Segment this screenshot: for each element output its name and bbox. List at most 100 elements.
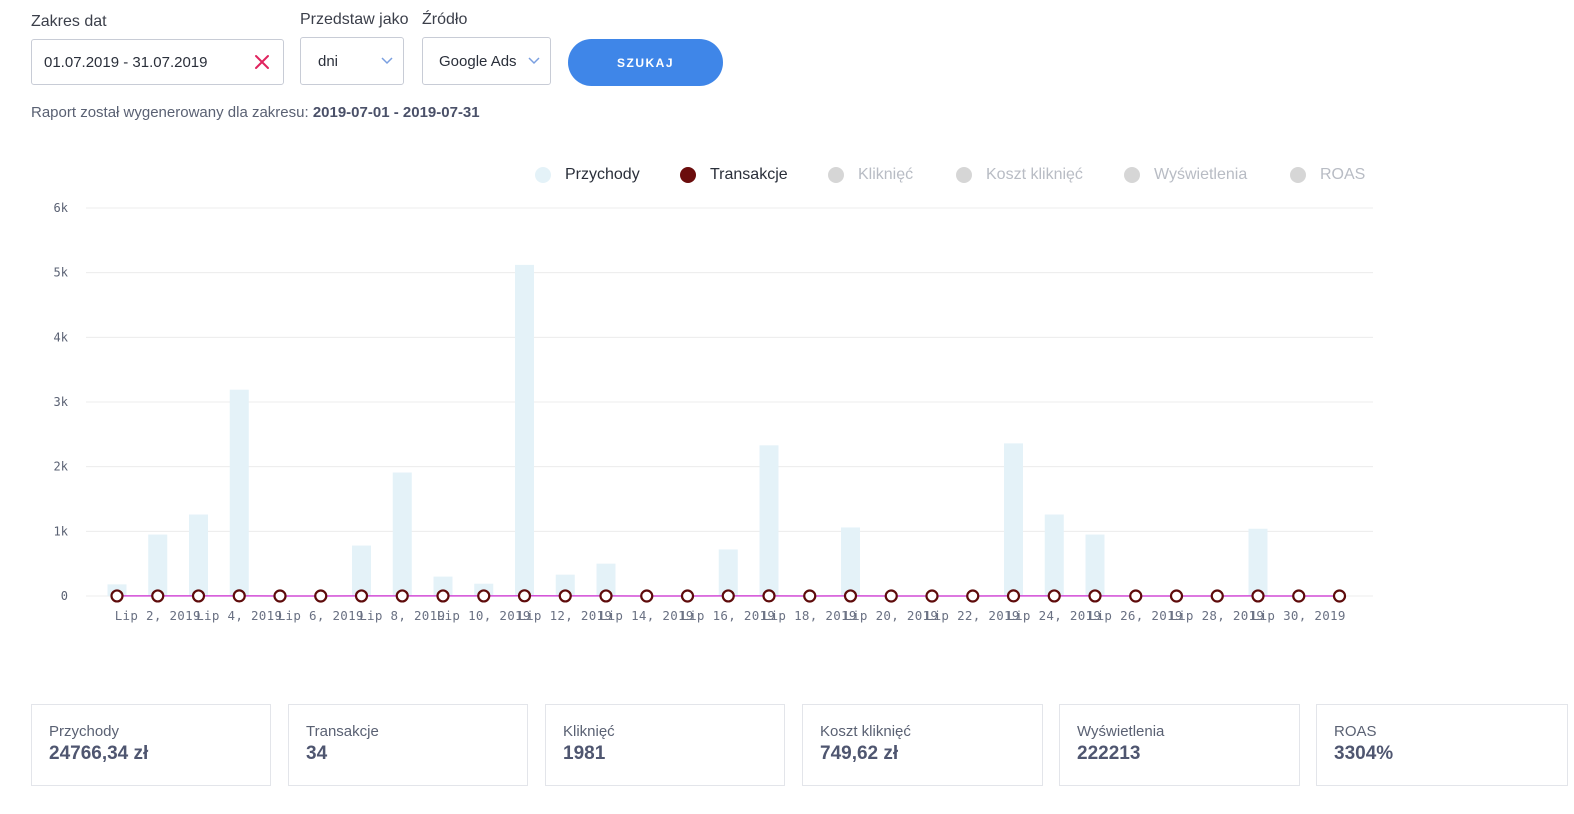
transaction-point [1006,589,1021,603]
legend-dot [1124,167,1140,183]
legend-label: Transakcje [710,166,788,183]
transaction-point [110,589,124,603]
stat-card-przychody: Przychody 24766,34 zł [31,704,271,786]
y-tick-label: 4k [54,330,69,344]
transaction-point [1210,589,1224,603]
source-select[interactable]: Google Ads [422,37,551,85]
legend-dot [680,167,696,183]
chevron-down-icon [379,53,395,69]
x-tick-label: Lip 12, 2019 [518,608,612,623]
clear-icon[interactable] [251,51,273,73]
transaction-point [680,589,695,603]
revenue-bar [392,472,412,596]
transaction-point [354,589,369,603]
x-tick-label: Lip 30, 2019 [1252,608,1346,623]
date-range-input[interactable]: 01.07.2019 - 31.07.2019 [31,39,284,85]
y-tick-label: 2k [54,460,69,474]
source-label: Źródło [422,11,468,28]
revenue-bar [148,534,168,596]
transaction-point [1332,589,1347,603]
transaction-point [436,589,450,603]
transaction-point [966,589,980,603]
stat-value: 3304% [1334,743,1394,764]
revenue-bar [1085,534,1105,596]
legend-dot [1290,167,1306,183]
revenue-bar [1248,528,1268,596]
revenue-bar [759,445,779,596]
x-tick-label: Lip 4, 2019 [196,608,282,623]
transaction-point [314,589,328,603]
x-tick-label: Lip 10, 2019 [437,608,531,623]
legend-label: Przychody [565,166,640,183]
legend-label: Wyświetlenia [1154,166,1248,183]
legend-item-roas[interactable]: ROAS [1290,166,1365,184]
x-tick-label: Lip 22, 2019 [926,608,1020,623]
transaction-point [1088,589,1102,603]
x-tick-label: Lip 2, 2019 [115,608,201,623]
x-tick-label: Lip 28, 2019 [1170,608,1264,623]
transaction-point [191,589,206,603]
transaction-point [599,589,613,603]
transaction-point [1251,589,1265,603]
report-date-separator: - [389,104,403,121]
x-tick-label: Lip 24, 2019 [1007,608,1101,623]
y-tick-label: 1k [54,524,69,538]
legend-item-transakcje[interactable]: Transakcje [680,166,788,184]
stat-card-roas: ROAS 3304% [1316,704,1568,786]
transaction-point [803,589,817,603]
stat-value: 34 [306,743,328,764]
x-tick-label: Lip 16, 2019 [681,608,775,623]
y-tick-label: 3k [54,395,69,409]
stat-label: Przychody [49,723,120,740]
transaction-point [721,589,735,603]
transaction-point [1129,589,1143,603]
y-tick-label: 5k [54,266,69,280]
date-range-label: Zakres dat [31,13,107,30]
report-note: Raport został wygenerowany dla zakresu: … [31,104,480,121]
transaction-point [273,589,287,603]
transaction-point [1169,589,1184,603]
revenue-bar [841,527,860,596]
stat-card-klikniec: Kliknięć 1981 [545,704,785,786]
x-tick-label: Lip 8, 2019 [359,608,445,623]
revenue-bar [229,389,249,596]
stat-value: 1981 [563,743,606,764]
date-range-value: 01.07.2019 - 31.07.2019 [44,53,208,71]
legend-item-klikniec[interactable]: Kliknięć [828,166,913,184]
revenue-bar [352,545,371,596]
transaction-point [232,589,246,603]
revenue-bar [718,549,738,596]
stat-card-koszt-klikniec: Koszt kliknięć 749,62 zł [802,704,1043,786]
x-tick-label: Lip 6, 2019 [278,608,364,623]
legend-item-koszt-klikniec[interactable]: Koszt kliknięć [956,166,1083,184]
x-tick-label: Lip 18, 2019 [763,608,857,623]
stat-label: Wyświetlenia [1077,723,1165,740]
legend-dot [956,167,972,183]
legend-label: Kliknięć [858,166,914,183]
legend-item-przychody[interactable]: Przychody [535,166,640,184]
legend-label: ROAS [1320,166,1366,183]
x-tick-label: Lip 20, 2019 [844,608,938,623]
stat-card-transakcje: Transakcje 34 [288,704,528,786]
stat-value: 749,62 zł [820,743,899,764]
transaction-point [1047,589,1061,603]
transaction-point [925,589,939,603]
x-tick-label: Lip 26, 2019 [1089,608,1183,623]
present-as-value: dni [318,52,339,70]
legend-item-wyswietlenia[interactable]: Wyświetlenia [1124,166,1247,184]
revenue-bar [1004,443,1023,596]
transaction-point [151,589,165,603]
y-tick-label: 0 [61,589,68,603]
transaction-point [762,589,776,603]
transaction-point [395,589,409,603]
legend-label: Koszt kliknięć [986,166,1083,183]
transaction-point [1292,589,1306,603]
source-value: Google Ads [439,52,517,70]
search-button[interactable]: SZUKAJ [568,39,723,86]
legend-dot [828,167,844,183]
report-note-prefix: Raport został wygenerowany dla zakresu: [31,104,313,121]
legend-dot [535,167,551,183]
present-as-select[interactable]: dni [300,37,404,85]
revenue-bar [189,514,208,596]
